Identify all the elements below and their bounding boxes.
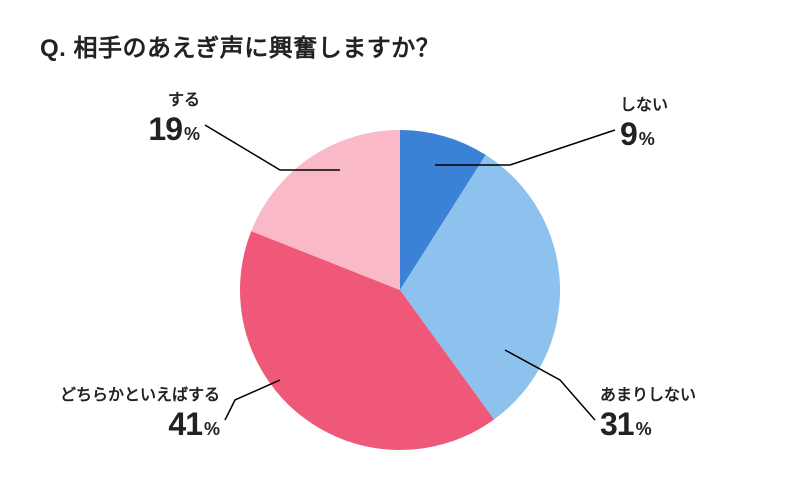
leader-dochira <box>225 380 280 420</box>
label-dochira-value: 41 <box>168 406 202 442</box>
label-suru-name: する <box>148 91 200 110</box>
label-suru-value: 19 <box>148 111 182 147</box>
label-dochira-name: どちらかといえばする <box>60 386 220 405</box>
pie-slices <box>240 130 560 450</box>
pct-sign: % <box>636 419 652 439</box>
pct-sign: % <box>204 419 220 439</box>
label-amari-value: 31 <box>600 406 634 442</box>
label-amari-name: あまりしない <box>600 386 696 405</box>
label-dochira: どちらかといえばする 41% <box>60 386 220 444</box>
label-suru: する 19% <box>148 91 200 149</box>
pct-sign: % <box>184 124 200 144</box>
label-amari: あまりしない 31% <box>600 386 696 444</box>
label-shinai-name: しない <box>620 96 668 115</box>
pct-sign: % <box>639 129 655 149</box>
label-shinai: しない 9% <box>620 96 668 154</box>
label-shinai-value: 9 <box>620 116 637 152</box>
